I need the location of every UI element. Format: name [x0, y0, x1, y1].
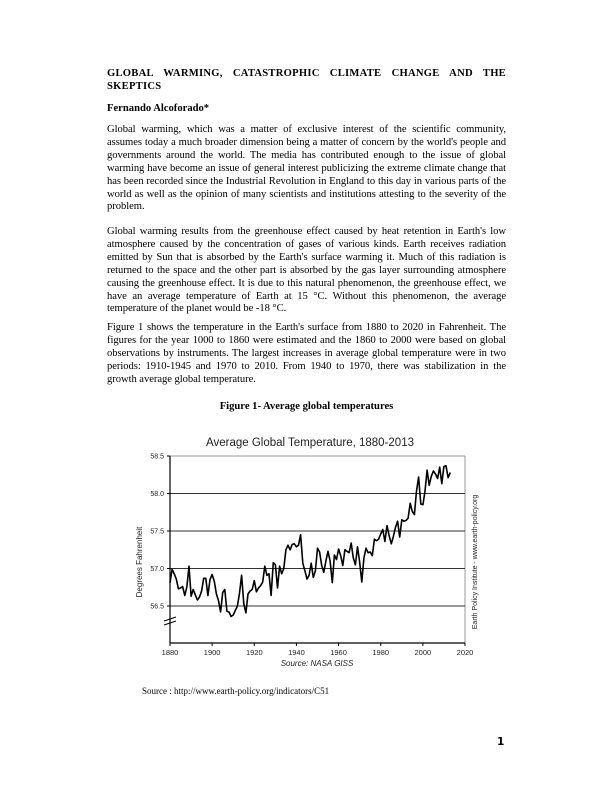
chart-title: Average Global Temperature, 1880-2013	[206, 437, 414, 449]
source-citation: Source : http://www.earth-policy.org/ind…	[142, 686, 330, 696]
page-number: 1	[497, 736, 505, 748]
figure-caption: Figure 1- Average global temperatures	[219, 401, 394, 412]
chart-source-note: Source: NASA GISS	[281, 659, 354, 668]
chart-side-note: Earth Policy Institute - www.earth-polic…	[472, 495, 479, 630]
svg-text:1940: 1940	[288, 648, 305, 657]
author-name: Fernando Alcoforado*	[107, 103, 210, 114]
paragraph-2: Global warming results from the greenhou…	[107, 226, 506, 315]
paragraph-1: Global warming, which was a matter of ex…	[107, 124, 506, 213]
svg-text:2000: 2000	[415, 648, 432, 657]
svg-text:57.0: 57.0	[150, 566, 164, 573]
y-axis-ticks: 58.5 58.0 57.5 57.0 56.5	[150, 454, 170, 611]
document-title: GLOBAL WARMING, CATASTROPHIC CLIMATE CHA…	[107, 68, 506, 93]
svg-text:58.5: 58.5	[150, 454, 164, 461]
svg-text:56.5: 56.5	[150, 604, 164, 611]
paragraph-3: Figure 1 shows the temperature in the Ea…	[107, 322, 506, 385]
svg-text:1920: 1920	[246, 648, 263, 657]
svg-text:1900: 1900	[204, 648, 221, 657]
svg-text:1980: 1980	[372, 648, 389, 657]
y-axis-label: Degrees Fahrenheit	[135, 526, 144, 597]
svg-text:1960: 1960	[330, 648, 347, 657]
temperature-chart: Average Global Temperature, 1880-2013 58…	[120, 430, 500, 686]
svg-text:58.0: 58.0	[150, 491, 164, 498]
svg-text:2020: 2020	[457, 648, 474, 657]
axis-break-icon	[163, 616, 177, 626]
svg-text:57.5: 57.5	[150, 529, 164, 536]
temperature-line	[169, 464, 452, 618]
svg-text:1880: 1880	[162, 648, 179, 657]
chart-canvas: Average Global Temperature, 1880-2013 58…	[135, 437, 479, 668]
x-axis-ticks: 1880 1900 1920 1940 1960 1980 2000 2020	[162, 643, 474, 657]
